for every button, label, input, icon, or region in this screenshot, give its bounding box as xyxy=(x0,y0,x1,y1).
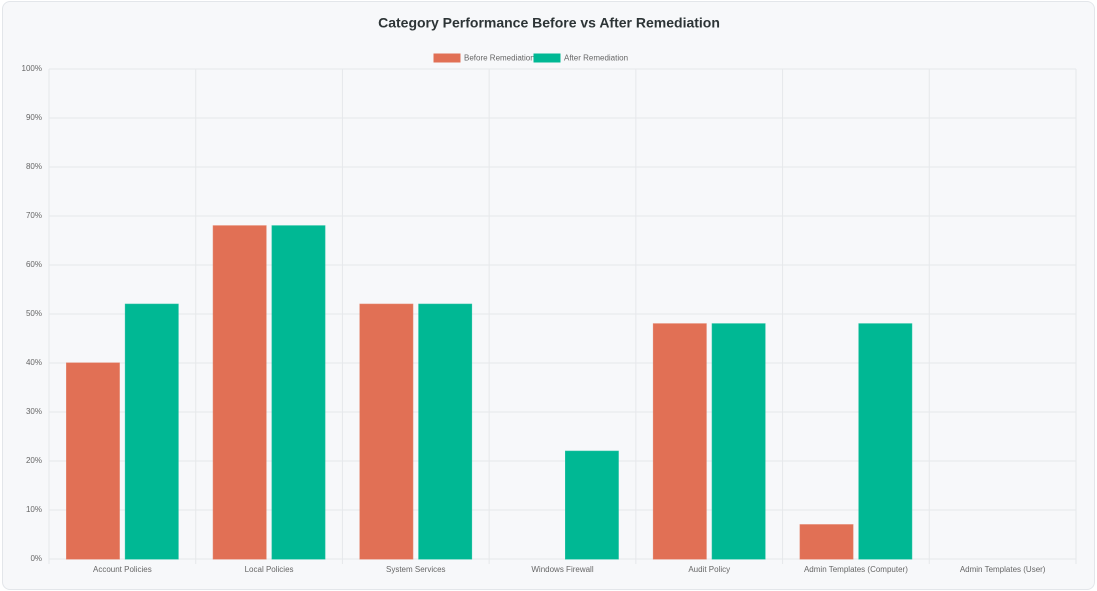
x-tick-label: Admin Templates (Computer) xyxy=(804,565,908,574)
y-tick-label: 80% xyxy=(26,162,42,171)
bar xyxy=(711,323,766,560)
x-tick-label: Windows Firewall xyxy=(531,565,593,574)
legend-swatch xyxy=(533,53,561,63)
x-tick-label: Account Policies xyxy=(93,565,152,574)
x-tick-label: Admin Templates (User) xyxy=(960,565,1046,574)
bar xyxy=(858,323,913,560)
y-tick-label: 30% xyxy=(26,407,42,416)
bar xyxy=(359,303,414,560)
legend-label: After Remediation xyxy=(564,54,628,63)
legend-label: Before Remediation xyxy=(464,54,535,63)
bar xyxy=(271,225,326,560)
chart-title: Category Performance Before vs After Rem… xyxy=(378,15,720,31)
y-tick-label: 50% xyxy=(26,309,42,318)
y-tick-label: 70% xyxy=(26,211,42,220)
legend-swatch xyxy=(433,53,461,63)
y-tick-label: 60% xyxy=(26,260,42,269)
bar xyxy=(418,303,473,560)
x-tick-label: Local Policies xyxy=(245,565,294,574)
bar xyxy=(66,362,120,560)
bar xyxy=(212,225,267,560)
y-tick-label: 100% xyxy=(22,64,42,73)
y-tick-label: 20% xyxy=(26,456,42,465)
y-tick-label: 90% xyxy=(26,113,42,122)
y-tick-label: 10% xyxy=(26,505,42,514)
y-tick-label: 40% xyxy=(26,358,42,367)
bar xyxy=(652,323,707,560)
bar xyxy=(565,450,619,560)
x-tick-label: System Services xyxy=(386,565,446,574)
bar xyxy=(799,524,854,560)
x-tick-label: Audit Policy xyxy=(688,565,730,574)
bar xyxy=(124,303,179,560)
y-tick-label: 0% xyxy=(30,554,42,563)
